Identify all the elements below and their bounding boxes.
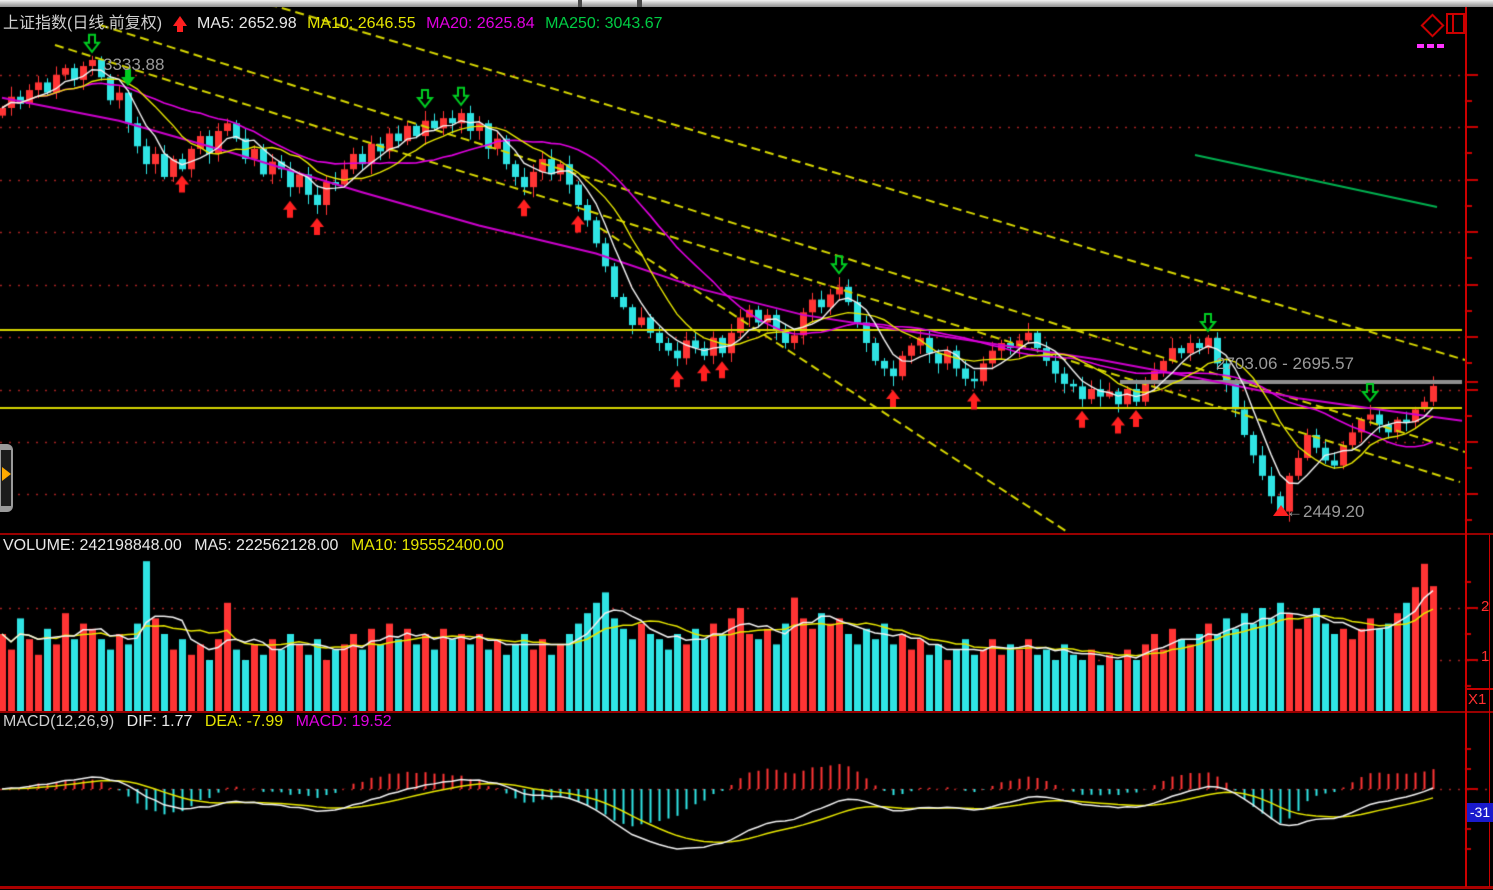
low-price-label: ←2449.20: [1286, 502, 1365, 521]
up-arrow-icon: [172, 16, 187, 32]
split-window-icon[interactable]: [1446, 13, 1465, 34]
ma20-value[interactable]: MA20: 2625.84: [426, 15, 535, 32]
more-options-icon[interactable]: [1417, 35, 1447, 53]
macd-header: MACD(12,26,9) DIF: 1.77 DEA: -7.99 MACD:…: [3, 713, 400, 731]
symbol-title: 上证指数(日线.前复权): [3, 15, 163, 32]
ma10-value[interactable]: MA10: 2646.55: [307, 15, 416, 32]
main-chart-canvas[interactable]: [0, 0, 1493, 534]
dea-value[interactable]: DEA: -7.99: [204, 713, 284, 730]
expand-arrow-icon: [2, 467, 11, 481]
ma250-value[interactable]: MA250: 3043.67: [545, 15, 663, 32]
low-marker-icon: [1273, 505, 1289, 516]
macd-value[interactable]: MACD: 19.52: [295, 713, 392, 730]
window-top-strip: [0, 0, 1493, 7]
main-chart-header: 上证指数(日线.前复权) MA5: 2652.98 MA10: 2646.55 …: [3, 9, 668, 33]
volume-chart-canvas[interactable]: [0, 535, 1493, 713]
macd-axis-badge: -31: [1467, 803, 1493, 822]
volume-header: VOLUME: 242198848.00 MA5: 222562128.00 M…: [3, 537, 512, 555]
dif-value[interactable]: DIF: 1.77: [126, 713, 193, 730]
macd-indicator-name[interactable]: MACD(12,26,9): [3, 713, 115, 730]
ma5-value[interactable]: MA5: 2652.98: [197, 15, 297, 32]
macd-chart-canvas[interactable]: [0, 733, 1493, 886]
volume-axis-label-2: 2: [1481, 598, 1490, 615]
volume-multiplier-label: X1: [1468, 691, 1487, 708]
strip-divider: [578, 0, 582, 7]
price-range-label: 2703.06 - 2695.57: [1216, 354, 1355, 373]
panel-separator: [0, 533, 1493, 535]
right-gutter-line: [1489, 535, 1490, 887]
gutter-tick: [1465, 688, 1493, 690]
volume-ma10-value[interactable]: MA10: 195552400.00: [350, 537, 504, 554]
peak-price-label: 3333.88: [103, 55, 165, 74]
panel-separator: [0, 711, 1493, 713]
bottom-border: [0, 886, 1493, 889]
volume-value[interactable]: VOLUME: 242198848.00: [3, 537, 182, 554]
right-axis-line: [1465, 7, 1467, 887]
sidebar-expand-handle[interactable]: [0, 444, 13, 512]
strip-divider: [637, 0, 642, 7]
volume-ma5-value[interactable]: MA5: 222562128.00: [194, 537, 339, 554]
volume-axis-label-1: 1: [1481, 648, 1490, 665]
